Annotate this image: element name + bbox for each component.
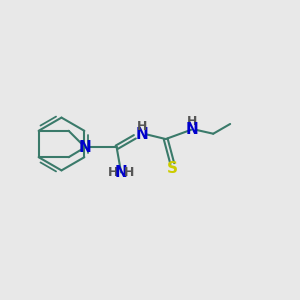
Text: S: S bbox=[167, 161, 178, 176]
Text: N: N bbox=[185, 122, 198, 137]
Text: H: H bbox=[107, 166, 118, 179]
Text: H: H bbox=[137, 120, 148, 133]
Text: N: N bbox=[136, 127, 149, 142]
Text: N: N bbox=[79, 140, 92, 155]
Text: N: N bbox=[115, 165, 128, 180]
Text: H: H bbox=[187, 115, 197, 128]
Text: H: H bbox=[124, 166, 135, 179]
